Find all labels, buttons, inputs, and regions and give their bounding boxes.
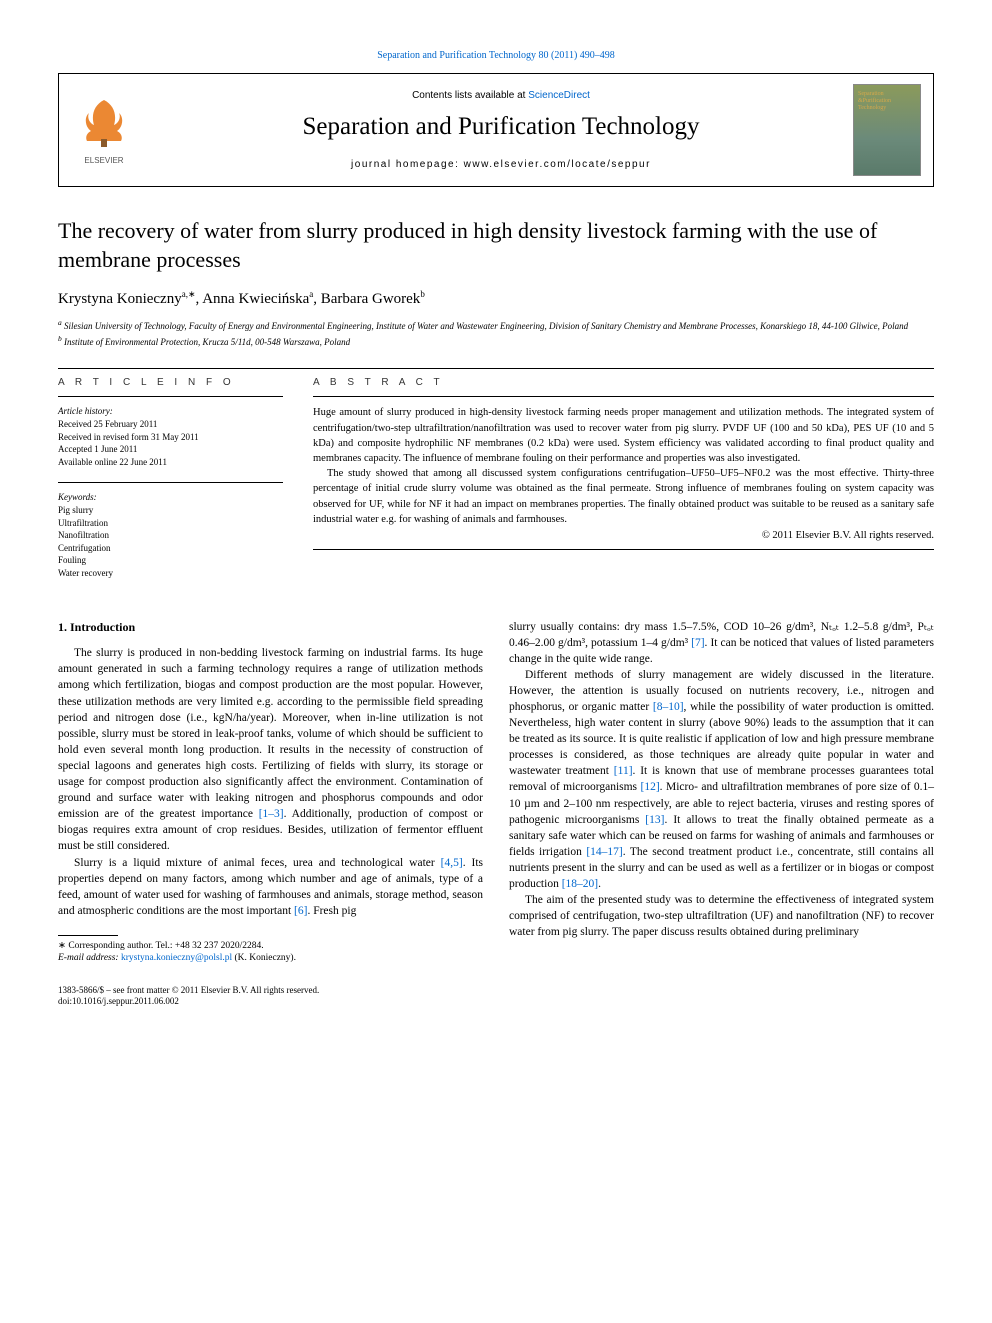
history-label: Article history:	[58, 405, 283, 418]
keyword: Pig slurry	[58, 504, 283, 517]
homepage-url: www.elsevier.com/locate/seppur	[464, 159, 651, 170]
elsevier-tree-icon	[79, 95, 129, 150]
keywords-block: Keywords: Pig slurry Ultrafiltration Nan…	[58, 491, 283, 579]
journal-homepage: journal homepage: www.elsevier.com/locat…	[149, 159, 853, 170]
body-text: The slurry is produced in non-bedding li…	[58, 647, 483, 820]
affil-mark: a	[58, 318, 62, 327]
journal-title: Separation and Purification Technology	[149, 113, 853, 141]
abstract-text: Huge amount of slurry produced in high-d…	[313, 405, 934, 527]
body-columns: 1. Introduction The slurry is produced i…	[58, 619, 934, 1008]
divider	[58, 482, 283, 483]
history-item: Received in revised form 31 May 2011	[58, 431, 283, 444]
body-para: The slurry is produced in non-bedding li…	[58, 645, 483, 854]
affiliation-b: b Institute of Environmental Protection,…	[58, 334, 934, 349]
citation-link[interactable]: [7]	[691, 637, 704, 649]
abstract-column: A B S T R A C T Huge amount of slurry pr…	[313, 377, 934, 593]
author-marks: b	[420, 289, 425, 299]
email-link[interactable]: krystyna.konieczny@polsl.pl	[121, 953, 232, 963]
citation-link[interactable]: [14–17]	[586, 846, 622, 858]
citation-link[interactable]: [1–3]	[259, 808, 284, 820]
abstract-copyright: © 2011 Elsevier B.V. All rights reserved…	[313, 530, 934, 541]
abstract-p1: Huge amount of slurry produced in high-d…	[313, 405, 934, 466]
corr-author-line: ∗ Corresponding author. Tel.: +48 32 237…	[58, 940, 483, 952]
journal-header-center: Contents lists available at ScienceDirec…	[149, 90, 853, 170]
citation-link[interactable]: [12]	[640, 781, 659, 793]
publisher-logo-box: ELSEVIER	[59, 95, 149, 165]
keyword: Centrifugation	[58, 542, 283, 555]
history-item: Received 25 February 2011	[58, 418, 283, 431]
journal-reference: Separation and Purification Technology 8…	[58, 50, 934, 61]
author-2: Barbara Gworekb	[321, 291, 425, 307]
body-para: Slurry is a liquid mixture of animal fec…	[58, 855, 483, 919]
body-para: The aim of the presented study was to de…	[509, 892, 934, 940]
author-0: Krystyna Koniecznya,∗	[58, 291, 196, 307]
body-para: Different methods of slurry management a…	[509, 667, 934, 892]
body-text: . Fresh pig	[307, 905, 356, 917]
affil-text: Silesian University of Technology, Facul…	[64, 321, 908, 331]
cover-thumb-text: Separation &Purification Technology	[854, 85, 920, 119]
email-who: (K. Konieczny).	[232, 953, 296, 963]
journal-header-inner: ELSEVIER Contents lists available at Sci…	[59, 74, 933, 186]
author-name: Barbara Gworek	[321, 291, 421, 307]
email-line: E-mail address: krystyna.konieczny@polsl…	[58, 952, 483, 964]
footer-meta: 1383-5866/$ – see front matter © 2011 El…	[58, 985, 483, 1008]
divider	[58, 396, 283, 397]
journal-cover-thumbnail: Separation &Purification Technology	[853, 84, 921, 176]
author-marks: a	[309, 289, 313, 299]
divider	[313, 396, 934, 397]
body-text: .	[598, 878, 601, 890]
citation-link[interactable]: [13]	[645, 814, 664, 826]
body-text: Slurry is a liquid mixture of animal fec…	[74, 857, 441, 869]
journal-header-box: ELSEVIER Contents lists available at Sci…	[58, 73, 934, 187]
article-info-column: A R T I C L E I N F O Article history: R…	[58, 377, 283, 593]
doi-line: doi:10.1016/j.seppur.2011.06.002	[58, 996, 483, 1008]
homepage-prefix: journal homepage:	[351, 159, 464, 170]
affil-mark: b	[58, 334, 62, 343]
affil-text: Institute of Environmental Protection, K…	[64, 337, 350, 347]
article-info-head: A R T I C L E I N F O	[58, 377, 283, 388]
publisher-label: ELSEVIER	[69, 156, 139, 165]
citation-link[interactable]: [11]	[614, 765, 633, 777]
body-para: slurry usually contains: dry mass 1.5–7.…	[509, 619, 934, 667]
email-label: E-mail address:	[58, 953, 121, 963]
citation-link[interactable]: [6]	[294, 905, 307, 917]
history-item: Available online 22 June 2011	[58, 456, 283, 469]
citation-link[interactable]: [18–20]	[562, 878, 598, 890]
keyword: Nanofiltration	[58, 529, 283, 542]
abstract-p2: The study showed that among all discusse…	[313, 466, 934, 527]
keyword: Fouling	[58, 554, 283, 567]
citation-link[interactable]: [4,5]	[441, 857, 463, 869]
front-matter-line: 1383-5866/$ – see front matter © 2011 El…	[58, 985, 483, 997]
article-title: The recovery of water from slurry produc…	[58, 217, 934, 274]
corresponding-author-footnote: ∗ Corresponding author. Tel.: +48 32 237…	[58, 940, 483, 965]
affiliations: a Silesian University of Technology, Fac…	[58, 318, 934, 348]
author-name: Krystyna Konieczny	[58, 291, 182, 307]
article-history: Article history: Received 25 February 20…	[58, 405, 283, 468]
keyword: Ultrafiltration	[58, 517, 283, 530]
authors-line: Krystyna Koniecznya,∗, Anna Kwiecińskaa,…	[58, 289, 934, 308]
footnote-separator	[58, 935, 118, 936]
author-marks: a,∗	[182, 289, 196, 299]
info-abstract-row: A R T I C L E I N F O Article history: R…	[58, 377, 934, 593]
body-left-column: 1. Introduction The slurry is produced i…	[58, 619, 483, 1008]
history-item: Accepted 1 June 2011	[58, 443, 283, 456]
contents-prefix: Contents lists available at	[412, 90, 528, 101]
page: Separation and Purification Technology 8…	[0, 0, 992, 1058]
divider	[313, 549, 934, 550]
keyword: Water recovery	[58, 567, 283, 580]
divider	[58, 368, 934, 369]
intro-heading: 1. Introduction	[58, 619, 483, 636]
author-1: Anna Kwiecińskaa	[202, 291, 313, 307]
sciencedirect-link[interactable]: ScienceDirect	[528, 90, 590, 101]
affiliation-a: a Silesian University of Technology, Fac…	[58, 318, 934, 333]
keywords-label: Keywords:	[58, 491, 283, 504]
author-name: Anna Kwiecińska	[202, 291, 309, 307]
contents-line: Contents lists available at ScienceDirec…	[149, 90, 853, 101]
body-right-column: slurry usually contains: dry mass 1.5–7.…	[509, 619, 934, 1008]
citation-link[interactable]: [8–10]	[653, 701, 684, 713]
journal-ref-link[interactable]: Separation and Purification Technology 8…	[377, 50, 615, 61]
abstract-head: A B S T R A C T	[313, 377, 934, 388]
